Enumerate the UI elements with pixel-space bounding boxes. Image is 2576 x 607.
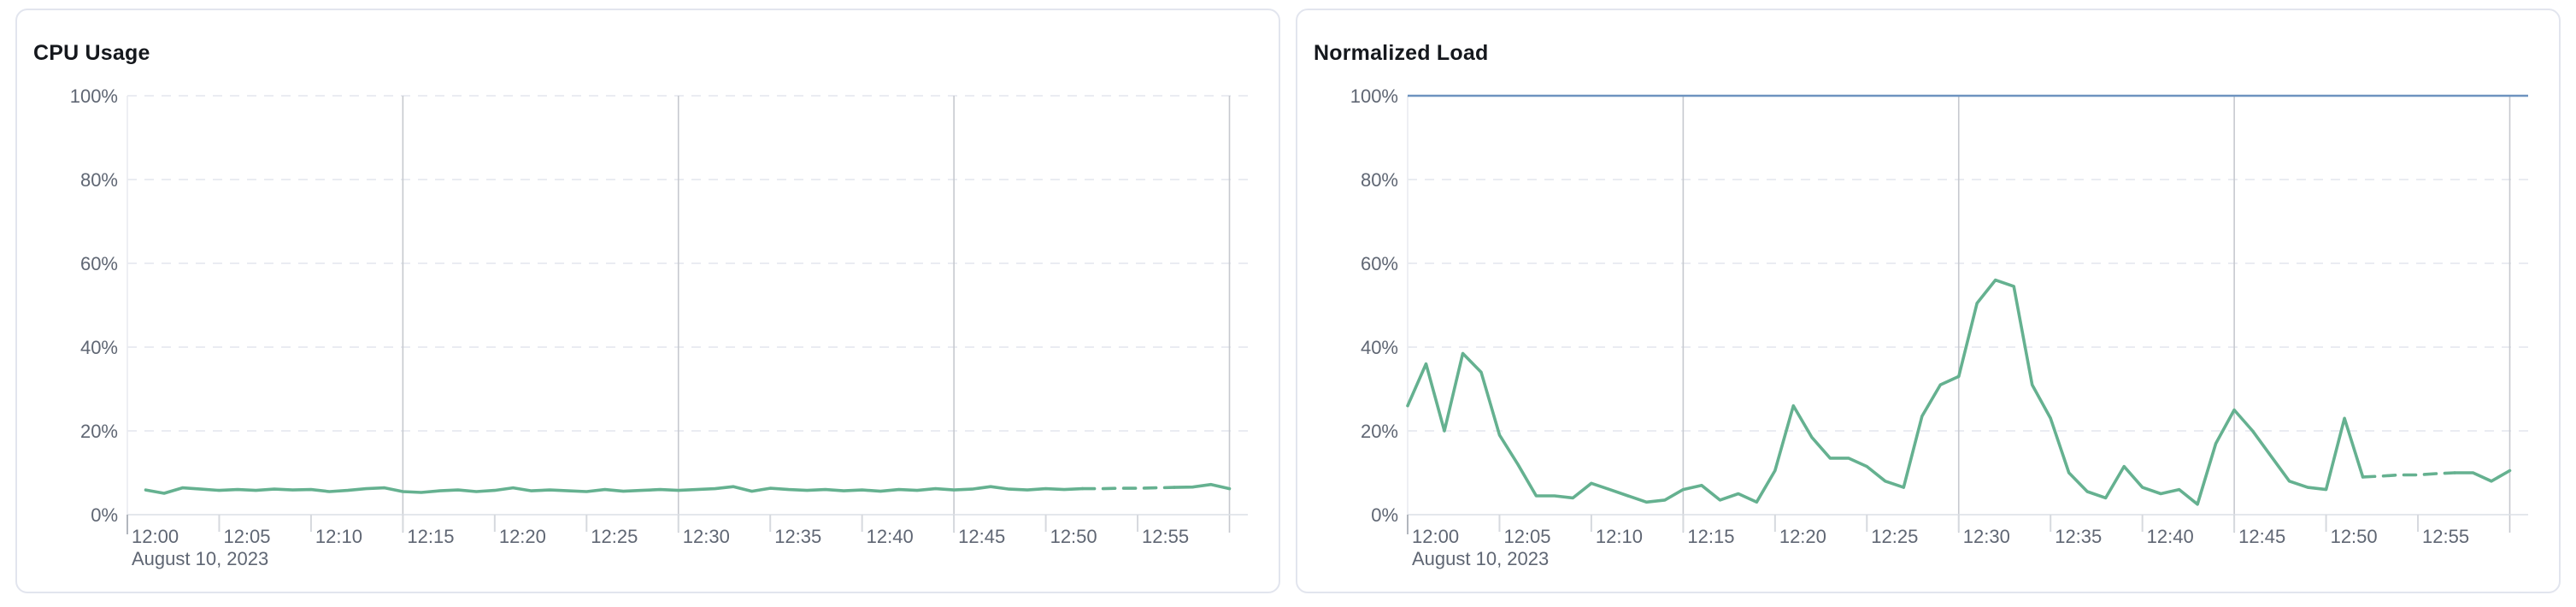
svg-text:12:55: 12:55 bbox=[2422, 526, 2469, 547]
cpu-usage-chart[interactable]: 0%20%40%60%80%100%12:00 12:05 12:10 12:15 12… bbox=[17, 10, 1279, 592]
svg-text:12:50: 12:50 bbox=[2331, 526, 2378, 547]
svg-text:12:15: 12:15 bbox=[1687, 526, 1734, 547]
normalized-load-panel-title: Normalized Load bbox=[1314, 41, 1489, 65]
svg-text:12:20: 12:20 bbox=[499, 526, 546, 547]
cpu-usage-panel: CPU Usage 0% 20% 40% 60% 80% 100% 12:00 12:05 12… bbox=[15, 9, 1280, 593]
svg-text:20%: 20% bbox=[1361, 421, 1398, 442]
svg-text:60%: 60% bbox=[1361, 253, 1398, 274]
svg-text:12:00: 12:00 bbox=[132, 526, 179, 547]
series-segment-dashed bbox=[2361, 471, 2456, 479]
svg-text:12:40: 12:40 bbox=[867, 526, 914, 547]
svg-text:12:35: 12:35 bbox=[2055, 526, 2102, 547]
normalized-load-panel: Normalized Load 0% 20% 40% 60% 80% 100% 12:00 1… bbox=[1296, 9, 2561, 593]
v-gridlines bbox=[1682, 96, 2511, 533]
svg-text:12:30: 12:30 bbox=[1963, 526, 2010, 547]
svg-text:12:30: 12:30 bbox=[683, 526, 730, 547]
svg-text:12:25: 12:25 bbox=[1871, 526, 1918, 547]
y-tick-labels: 0% 20% 40% 60% 80% 100% bbox=[70, 85, 118, 526]
h-gridlines bbox=[1408, 179, 2528, 432]
x-tick-labels: 12:00 12:05 12:10 12:15 12:20 12:25 12:30 12:35… bbox=[1412, 526, 2469, 547]
svg-text:12:10: 12:10 bbox=[1596, 526, 1643, 547]
series-segment-solid bbox=[1173, 482, 1232, 491]
x-tick-labels: 12:00 12:05 12:10 12:15 12:20 12:25 12:30 12:35… bbox=[132, 526, 1189, 547]
svg-text:0%: 0% bbox=[1371, 504, 1398, 526]
svg-text:12:10: 12:10 bbox=[315, 526, 362, 547]
svg-text:40%: 40% bbox=[1361, 337, 1398, 358]
svg-text:100%: 100% bbox=[70, 85, 118, 107]
svg-text:12:25: 12:25 bbox=[591, 526, 638, 547]
x-axis-date: August 10, 2023 bbox=[132, 548, 268, 569]
cpu-usage-panel-title: CPU Usage bbox=[33, 41, 150, 65]
x-ticks bbox=[126, 515, 1139, 534]
svg-text:12:55: 12:55 bbox=[1142, 526, 1189, 547]
x-ticks bbox=[1407, 515, 2420, 534]
series-segment-solid bbox=[2453, 469, 2512, 483]
svg-text:12:15: 12:15 bbox=[407, 526, 454, 547]
normalized-load-chart[interactable]: 0%20%40%60%80%100%12:00 12:05 12:10 12:15 12… bbox=[1297, 10, 2559, 592]
svg-text:12:00: 12:00 bbox=[1412, 526, 1459, 547]
svg-text:12:45: 12:45 bbox=[2238, 526, 2285, 547]
svg-text:0%: 0% bbox=[91, 504, 118, 526]
svg-text:100%: 100% bbox=[1350, 85, 1398, 107]
svg-text:12:45: 12:45 bbox=[958, 526, 1005, 547]
series-segment-solid bbox=[1406, 278, 2365, 506]
svg-text:20%: 20% bbox=[80, 421, 118, 442]
series-segment-solid bbox=[144, 485, 1085, 495]
svg-text:80%: 80% bbox=[1361, 169, 1398, 191]
series-segment-dashed bbox=[1080, 486, 1176, 491]
svg-text:12:20: 12:20 bbox=[1779, 526, 1826, 547]
svg-text:80%: 80% bbox=[80, 169, 118, 191]
svg-text:12:05: 12:05 bbox=[1503, 526, 1550, 547]
svg-text:12:40: 12:40 bbox=[2147, 526, 2194, 547]
svg-text:12:50: 12:50 bbox=[1050, 526, 1097, 547]
v-gridlines bbox=[402, 96, 1231, 533]
x-axis-date: August 10, 2023 bbox=[1412, 548, 1549, 569]
svg-text:40%: 40% bbox=[80, 337, 118, 358]
y-tick-labels: 0% 20% 40% 60% 80% 100% bbox=[1350, 85, 1398, 526]
svg-text:12:05: 12:05 bbox=[223, 526, 270, 547]
svg-text:60%: 60% bbox=[80, 253, 118, 274]
h-gridlines bbox=[127, 95, 1248, 432]
svg-text:12:35: 12:35 bbox=[774, 526, 821, 547]
